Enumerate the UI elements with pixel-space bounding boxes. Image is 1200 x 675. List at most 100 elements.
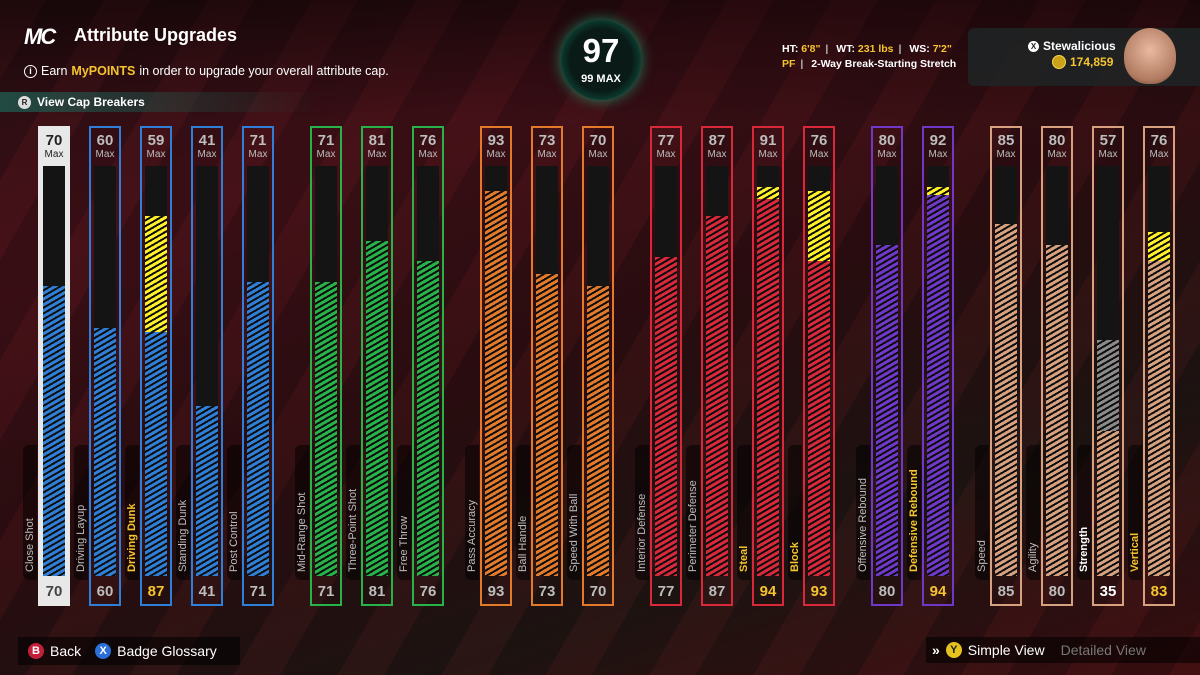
attribute-name-label: Standing Dunk: [177, 499, 189, 572]
attribute-max-value: 85: [997, 132, 1015, 149]
overall-rating-badge: 97 99 MAX: [561, 20, 641, 100]
attribute-name-label: Driving Layup: [75, 504, 87, 572]
attribute-bar-standing-dunk[interactable]: 41 Max 41: [191, 126, 223, 606]
attribute-name-label: Ball Handle: [517, 515, 529, 572]
attribute-bar-strength[interactable]: 57 Max 35: [1092, 126, 1124, 606]
attribute-bar-vertical[interactable]: 76 Max 83: [1143, 126, 1175, 606]
attribute-bar-driving-layup[interactable]: 60 Max 60: [89, 126, 121, 606]
attribute-bar-close-shot[interactable]: 70 Max 70: [38, 126, 70, 606]
attribute-bar-agility[interactable]: 80 Max 80: [1041, 126, 1073, 606]
attribute-current-value: 80: [878, 583, 896, 600]
attribute-fill: [315, 281, 337, 576]
attribute-max-value: 73: [538, 132, 556, 149]
attribute-max-value: 59: [147, 132, 165, 149]
archetype: 2-Way Break-Starting Stretch: [811, 58, 957, 70]
attribute-bar-defensive-rebound[interactable]: 92 Max 94: [922, 126, 954, 606]
attribute-bar-interior-defense[interactable]: 77 Max 77: [650, 126, 682, 606]
attribute-max-value: 91: [759, 132, 777, 149]
attribute-bar-mid-range-shot[interactable]: 71 Max 71: [310, 126, 342, 606]
attribute-name-label: Strength: [1078, 526, 1090, 572]
attribute-name-label: Interior Defense: [636, 493, 648, 572]
attribute-fill: [1148, 261, 1170, 576]
attribute-max-label: Max: [877, 149, 897, 160]
mypoints-highlight: MyPOINTS: [71, 64, 136, 78]
attribute-bar-track: [417, 166, 439, 576]
attribute-fill: [94, 327, 116, 576]
simple-view-button[interactable]: Simple View: [967, 642, 1045, 658]
badge-glossary-button[interactable]: Badge Glossary: [117, 643, 217, 659]
attribute-upgrade-fill: [927, 186, 949, 195]
view-cap-breakers-label: View Cap Breakers: [37, 95, 145, 109]
attribute-bar-free-throw[interactable]: 76 Max 76: [412, 126, 444, 606]
attribute-max-label: Max: [707, 149, 727, 160]
attribute-label-tab: [737, 445, 751, 580]
attribute-bar-three-point-shot[interactable]: 81 Max 81: [361, 126, 393, 606]
attribute-max-label: Max: [486, 149, 506, 160]
attribute-max-value: 57: [1099, 132, 1117, 149]
attribute-max-value: 81: [368, 132, 386, 149]
attribute-upgrade-fill: [757, 186, 779, 200]
position: PF: [782, 58, 796, 70]
attribute-bar-offensive-rebound[interactable]: 80 Max 80: [871, 126, 903, 606]
attribute-current-value: 41: [198, 583, 216, 600]
attribute-max-value: 80: [1048, 132, 1066, 149]
attribute-fill: [247, 281, 269, 576]
attribute-current-value: 35: [1099, 583, 1117, 600]
attribute-fill: [587, 286, 609, 576]
attribute-bar-track: [315, 166, 337, 576]
overall-max: 99 MAX: [581, 73, 621, 85]
attribute-max-label: Max: [316, 149, 336, 160]
attribute-current-value: 70: [589, 583, 607, 600]
attribute-label-tab: [516, 445, 530, 580]
view-cap-breakers-button[interactable]: R View Cap Breakers: [0, 92, 320, 112]
attribute-fill: [1046, 244, 1068, 576]
attribute-max-value: 71: [317, 132, 335, 149]
attribute-bar-ball-handle[interactable]: 73 Max 73: [531, 126, 563, 606]
attribute-label-tab: [907, 445, 921, 580]
weight-label: WT:: [836, 43, 855, 55]
attribute-name-label: Post Control: [228, 511, 240, 572]
attribute-name-label: Mid-Range Shot: [296, 492, 308, 573]
attribute-name-label: Offensive Rebound: [857, 478, 869, 572]
attribute-bar-steal[interactable]: 91 Max 94: [752, 126, 784, 606]
attribute-bar-speed-with-ball[interactable]: 70 Max 70: [582, 126, 614, 606]
attribute-bar-post-control[interactable]: 71 Max 71: [242, 126, 274, 606]
attribute-bar-track: [995, 166, 1017, 576]
attribute-bar-driving-dunk[interactable]: 59 Max 87: [140, 126, 172, 606]
attribute-bar-block[interactable]: 76 Max 93: [803, 126, 835, 606]
attribute-upgrade-fill: [808, 190, 830, 262]
page-title: Attribute Upgrades: [74, 25, 238, 45]
attribute-current-value: 81: [368, 583, 386, 600]
attribute-max-label: Max: [44, 149, 64, 160]
attribute-current-value: 71: [249, 583, 267, 600]
back-button[interactable]: Back: [50, 643, 82, 659]
height-label: HT:: [782, 43, 799, 55]
attribute-label-tab: [567, 445, 581, 580]
attribute-name-label: Speed With Ball: [568, 493, 580, 572]
vc-amount: 174,859: [1070, 55, 1114, 69]
detailed-view-button[interactable]: Detailed View: [1060, 642, 1146, 658]
attribute-bar-speed[interactable]: 85 Max 85: [990, 126, 1022, 606]
attribute-bar-track: [247, 166, 269, 576]
attribute-label-tab: [975, 445, 989, 580]
attribute-max-label: Max: [367, 149, 387, 160]
attribute-name-label: Perimeter Defense: [687, 480, 699, 572]
attribute-max-value: 41: [198, 132, 216, 149]
attribute-bar-perimeter-defense[interactable]: 87 Max 87: [701, 126, 733, 606]
attribute-label-tab: [686, 445, 700, 580]
attribute-name-label: Pass Accuracy: [466, 499, 478, 572]
attribute-label-tab: [295, 445, 309, 580]
attribute-label-tab: [397, 445, 411, 580]
attribute-max-value: 76: [419, 132, 437, 149]
attribute-current-value: 87: [708, 583, 726, 600]
gamertag-row: X Stewalicious: [1028, 39, 1116, 53]
vc-coin-icon: [1052, 55, 1066, 69]
attribute-max-label: Max: [1098, 149, 1118, 160]
attribute-name-label: Driving Dunk: [126, 503, 138, 572]
attribute-label-tab: [125, 445, 139, 580]
player-avatar: [1124, 28, 1176, 84]
attribute-bar-pass-accuracy[interactable]: 93 Max 93: [480, 126, 512, 606]
attribute-label-tab: [465, 445, 479, 580]
attribute-bar-track: [587, 166, 609, 576]
attribute-max-value: 70: [45, 132, 63, 149]
